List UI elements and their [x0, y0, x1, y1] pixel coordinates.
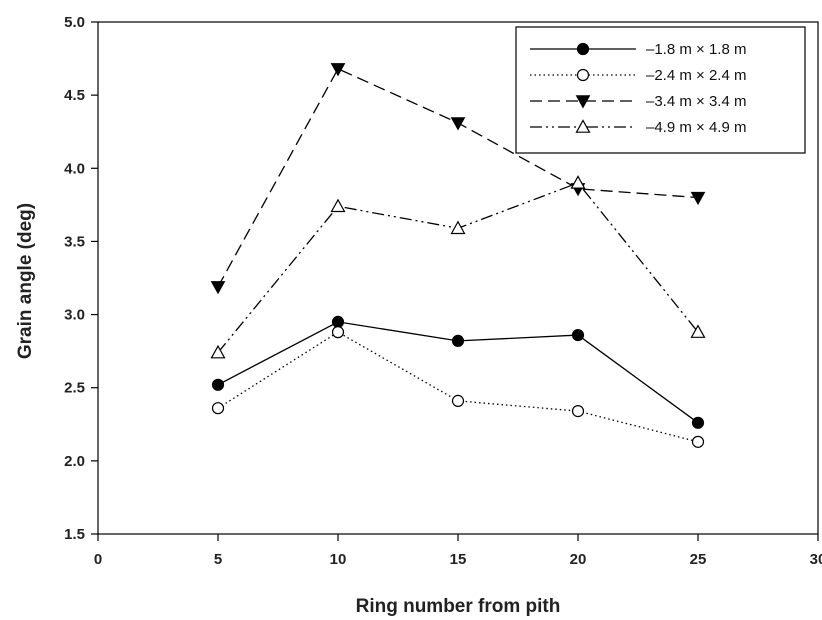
data-point [571, 328, 585, 342]
legend-marker [576, 42, 590, 56]
series-line-4 [217, 182, 699, 354]
data-point [691, 435, 705, 448]
data-point [451, 394, 465, 407]
data-point [571, 405, 585, 418]
y-tick-label: 3.0 [64, 307, 85, 324]
data-point [690, 191, 706, 206]
data-point [211, 378, 225, 391]
y-tick-label: 2.5 [64, 380, 85, 397]
x-tick-label: 10 [330, 551, 347, 568]
x-tick-label: 25 [690, 551, 707, 568]
data-point [450, 220, 466, 235]
x-tick-label: 5 [214, 551, 222, 568]
data-point [210, 344, 226, 359]
legend-label: –1.8 m × 1.8 m [646, 41, 746, 58]
y-tick-label: 4.5 [64, 87, 85, 104]
y-tick-label: 3.5 [64, 233, 85, 250]
legend-marker [575, 95, 591, 109]
legend-marker [575, 119, 591, 133]
y-tick-label: 2.0 [64, 453, 85, 470]
data-point [211, 402, 225, 415]
legend-label: –3.4 m × 3.4 m [646, 93, 746, 110]
data-point [690, 324, 706, 338]
x-tick-label: 20 [570, 551, 587, 568]
data-point [450, 117, 466, 131]
data-point [210, 281, 226, 295]
legend-label: –2.4 m × 2.4 m [646, 67, 746, 84]
legend-marker [576, 68, 590, 82]
legend-label: –4.9 m × 4.9 m [646, 119, 746, 136]
x-axis-title: Ring number from pith [356, 596, 561, 617]
data-point [691, 416, 705, 429]
data-point [451, 334, 465, 348]
x-tick-label: 0 [94, 551, 102, 568]
series-line-2 [217, 331, 699, 443]
legend-box [515, 26, 806, 154]
data-point [331, 326, 345, 339]
y-tick-label: 1.5 [64, 526, 85, 543]
data-point [331, 315, 345, 328]
plot-area: 0 5 10 15 20 25 30 1.5 2.0 2.5 3.0 3.5 4.0 4.5 5.0 [64, 14, 822, 568]
y-tick-label: 4.0 [64, 160, 85, 177]
y-axis-title: Grain angle (deg) [15, 203, 36, 359]
data-point [330, 63, 346, 77]
data-point [330, 198, 346, 213]
y-tick-label: 5.0 [64, 14, 85, 31]
legend: –1.8 m × 1.8 m –2.4 m × 2.4 m –3.4 m × 3.4… [515, 26, 806, 154]
x-tick-label: 30 [810, 551, 822, 568]
data-point [570, 175, 586, 189]
x-tick-label: 15 [450, 551, 467, 568]
